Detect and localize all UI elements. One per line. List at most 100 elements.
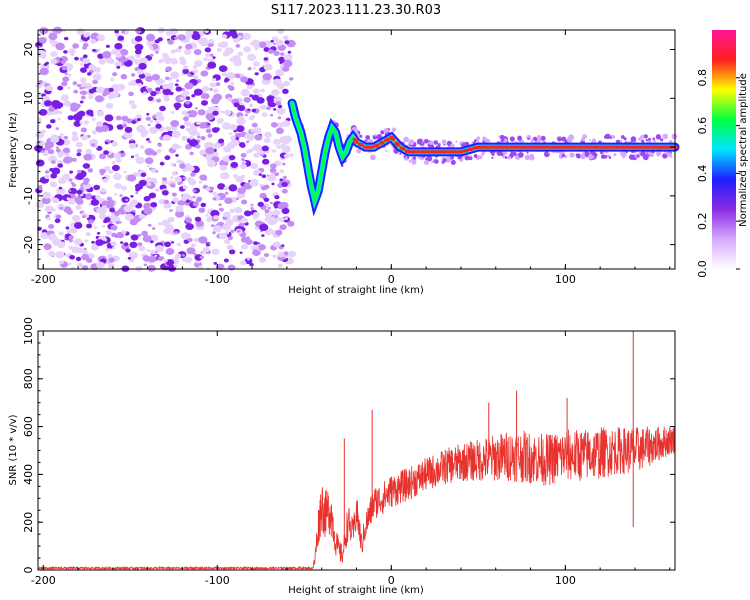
noise-blob <box>90 199 100 206</box>
noise-blob <box>105 44 110 48</box>
noise-blob <box>210 224 215 228</box>
track-halo <box>408 159 412 163</box>
noise-blob <box>192 189 197 193</box>
noise-blob <box>224 109 232 116</box>
noise-blob <box>275 127 284 134</box>
noise-blob <box>224 47 234 55</box>
noise-blob <box>56 214 62 219</box>
noise-blob <box>263 184 270 190</box>
track-halo <box>482 136 487 141</box>
colorbar: 0.0 0.2 0.4 0.6 0.8 Normalized spectral ampl… <box>696 30 749 278</box>
noise-blob <box>44 170 50 174</box>
track-halo <box>464 155 470 161</box>
noise-blob <box>136 125 146 133</box>
track-halo <box>581 137 585 142</box>
track-halo <box>359 134 363 138</box>
noise-blob <box>143 263 147 267</box>
noise-blob <box>52 109 60 115</box>
noise-blob <box>150 91 157 97</box>
noise-blob <box>271 182 275 186</box>
noise-blob <box>247 148 254 153</box>
noise-blob <box>189 151 194 156</box>
noise-blob <box>242 32 252 40</box>
track-core <box>495 145 500 149</box>
noise-blob <box>106 230 113 236</box>
noise-blob <box>195 198 202 203</box>
track-halo <box>540 135 546 141</box>
noise-blob <box>175 48 182 53</box>
noise-blob <box>135 53 141 58</box>
noise-blob <box>277 263 283 268</box>
noise-blob <box>139 57 149 65</box>
noise-blob <box>180 125 185 129</box>
track-core <box>427 150 432 154</box>
noise-blob <box>159 161 165 166</box>
noise-blob <box>45 61 49 65</box>
noise-blob <box>263 57 269 61</box>
noise-blob <box>127 257 132 260</box>
noise-blob <box>57 163 63 168</box>
noise-blob <box>173 102 182 109</box>
noise-blob <box>216 47 222 52</box>
noise-blob <box>43 243 52 250</box>
noise-blob <box>75 173 85 180</box>
noise-blob <box>196 135 201 139</box>
y-tick-label: 10 <box>22 91 35 105</box>
noise-blob <box>284 217 289 220</box>
noise-blob <box>196 121 201 125</box>
noise-blob <box>155 115 162 121</box>
noise-blob <box>146 138 150 141</box>
noise-blob <box>268 49 274 54</box>
track-halo <box>561 153 565 158</box>
noise-blob <box>194 254 203 261</box>
noise-blob <box>177 200 183 206</box>
noise-blob <box>188 110 198 118</box>
track-halo <box>518 152 524 158</box>
noise-blob <box>279 178 283 182</box>
noise-blob <box>250 114 256 119</box>
track-halo <box>510 151 515 157</box>
noise-blob <box>157 256 164 262</box>
noise-blob <box>275 229 283 236</box>
track-core <box>558 145 563 149</box>
noise-blob <box>159 79 166 84</box>
noise-blob <box>75 256 82 262</box>
noise-blob <box>170 183 176 188</box>
track-halo <box>628 154 635 160</box>
noise-blob <box>173 264 178 268</box>
noise-blob <box>101 205 108 211</box>
noise-blob <box>146 249 151 252</box>
noise-blob <box>280 52 285 56</box>
noise-blob <box>77 169 82 174</box>
noise-blob <box>226 142 236 150</box>
noise-blob <box>81 135 88 141</box>
noise-blob <box>282 120 291 127</box>
noise-blob <box>221 34 228 39</box>
noise-blob <box>213 262 218 265</box>
noise-blob <box>240 217 248 224</box>
noise-blob <box>283 35 289 40</box>
noise-blob <box>75 204 82 210</box>
noise-blob <box>192 201 199 207</box>
noise-blob <box>39 27 49 35</box>
noise-blob <box>71 183 77 187</box>
noise-blob <box>230 82 235 86</box>
y-tick-label: 600 <box>22 416 35 437</box>
noise-blob <box>243 210 252 217</box>
noise-blob <box>138 245 146 252</box>
track-halo <box>478 155 483 160</box>
noise-blob <box>50 119 56 124</box>
track-halo <box>455 140 458 143</box>
noise-blob <box>277 234 281 238</box>
noise-blob <box>71 157 77 162</box>
noise-blob <box>121 185 127 191</box>
noise-blob <box>187 166 195 172</box>
noise-blob <box>183 120 192 127</box>
noise-blob <box>157 143 162 147</box>
noise-blob <box>212 56 216 59</box>
noise-blob <box>94 145 98 149</box>
track-halo <box>385 149 388 152</box>
noise-blob <box>116 65 121 69</box>
noise-blob <box>83 153 93 161</box>
